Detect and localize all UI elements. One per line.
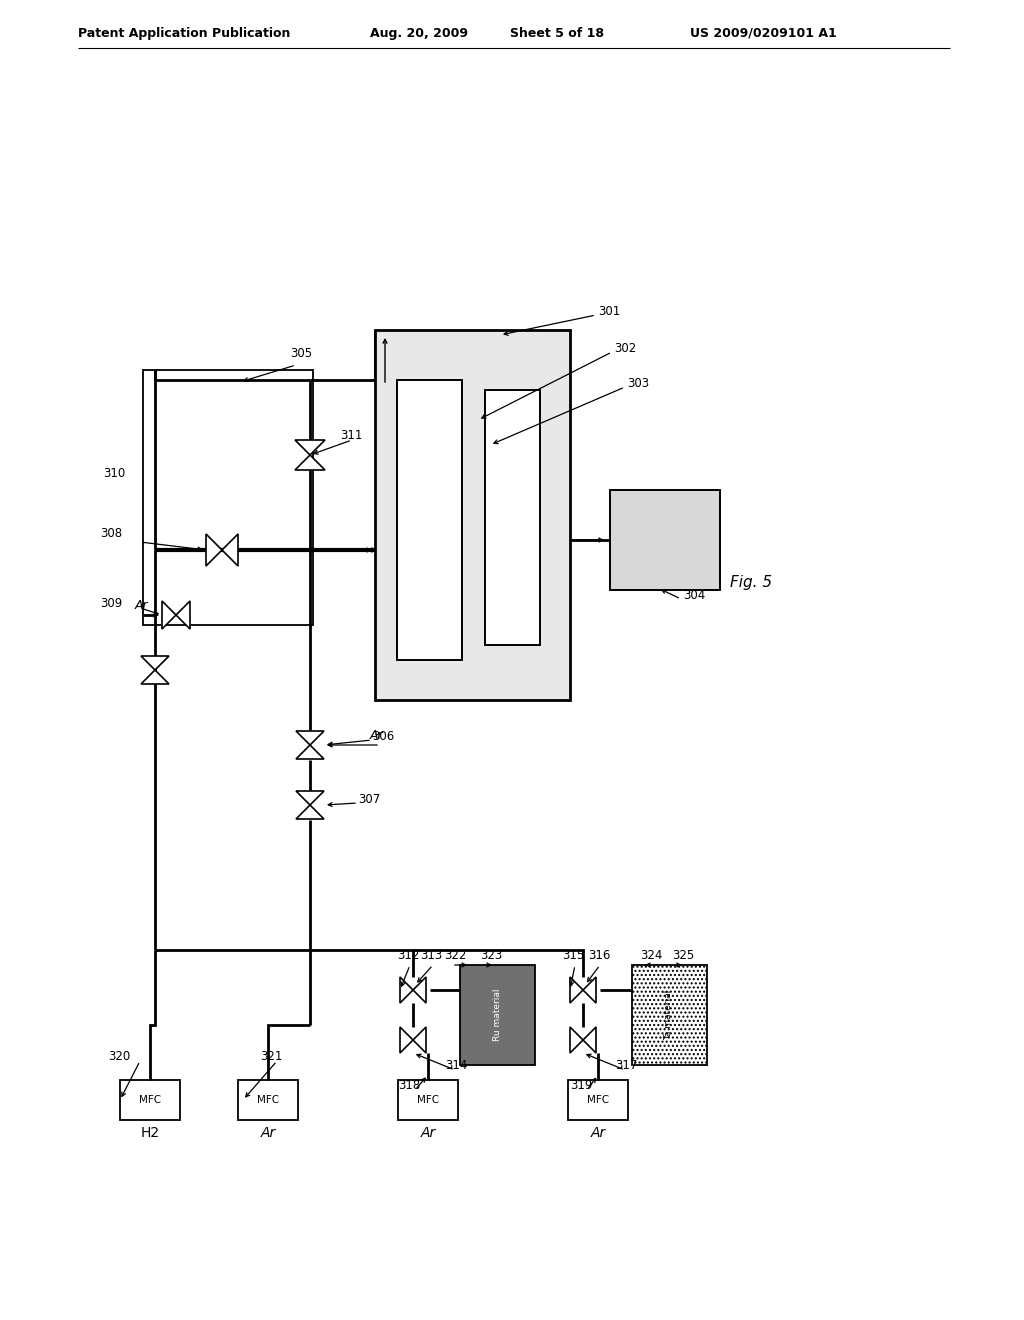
- Polygon shape: [222, 535, 238, 566]
- Text: 325: 325: [672, 949, 694, 962]
- Polygon shape: [296, 731, 324, 744]
- Bar: [632, 965, 707, 1065]
- Bar: [397, 380, 462, 660]
- Polygon shape: [570, 1027, 583, 1053]
- Text: 312: 312: [397, 949, 420, 962]
- Polygon shape: [162, 601, 176, 630]
- Polygon shape: [206, 535, 222, 566]
- Text: Patent Application Publication: Patent Application Publication: [78, 26, 291, 40]
- Polygon shape: [583, 1027, 596, 1053]
- Bar: [238, 1080, 298, 1119]
- Text: 314: 314: [445, 1059, 467, 1072]
- Polygon shape: [570, 977, 583, 1003]
- Text: Ru material: Ru material: [493, 989, 502, 1041]
- Polygon shape: [295, 440, 325, 455]
- Text: Sheet 5 of 18: Sheet 5 of 18: [510, 26, 604, 40]
- Bar: [120, 1080, 180, 1119]
- Text: 315: 315: [562, 949, 585, 962]
- Text: 324: 324: [640, 949, 663, 962]
- Text: 303: 303: [627, 378, 649, 389]
- Text: 310: 310: [103, 467, 125, 480]
- Bar: [375, 330, 570, 700]
- Text: 323: 323: [480, 949, 502, 962]
- Text: 313: 313: [420, 949, 442, 962]
- Bar: [143, 370, 313, 624]
- Text: Ar: Ar: [260, 1126, 275, 1140]
- Polygon shape: [176, 601, 190, 630]
- Text: Aug. 20, 2009: Aug. 20, 2009: [370, 26, 468, 40]
- Polygon shape: [295, 455, 325, 470]
- Bar: [460, 965, 535, 1065]
- Text: 308: 308: [100, 527, 122, 540]
- Text: 307: 307: [358, 793, 380, 807]
- Polygon shape: [413, 1027, 426, 1053]
- Polygon shape: [141, 656, 169, 671]
- Text: Ar: Ar: [370, 729, 384, 742]
- Text: 318: 318: [398, 1078, 420, 1092]
- Text: 306: 306: [372, 730, 394, 743]
- Text: Ta material: Ta material: [665, 990, 674, 1040]
- Text: 301: 301: [598, 305, 621, 318]
- Polygon shape: [296, 791, 324, 805]
- Text: 321: 321: [260, 1049, 283, 1063]
- Text: 309: 309: [100, 597, 122, 610]
- Polygon shape: [583, 977, 596, 1003]
- Polygon shape: [296, 744, 324, 759]
- Polygon shape: [413, 977, 426, 1003]
- Text: Ar: Ar: [591, 1126, 605, 1140]
- Text: 317: 317: [615, 1059, 637, 1072]
- Text: 320: 320: [108, 1049, 130, 1063]
- Text: MFC: MFC: [257, 1096, 280, 1105]
- Polygon shape: [400, 977, 413, 1003]
- Text: 302: 302: [614, 342, 636, 355]
- Text: 311: 311: [340, 429, 362, 442]
- Text: MFC: MFC: [587, 1096, 609, 1105]
- Bar: [398, 1080, 458, 1119]
- Text: 304: 304: [683, 589, 706, 602]
- Text: Fig. 5: Fig. 5: [730, 576, 772, 590]
- Text: 322: 322: [444, 949, 466, 962]
- Text: Ar: Ar: [134, 599, 148, 612]
- Bar: [568, 1080, 628, 1119]
- Text: US 2009/0209101 A1: US 2009/0209101 A1: [690, 26, 837, 40]
- Text: 305: 305: [290, 347, 312, 360]
- Text: H2: H2: [140, 1126, 160, 1140]
- Text: Ar: Ar: [421, 1126, 435, 1140]
- Bar: [610, 490, 720, 590]
- Text: 319: 319: [570, 1078, 592, 1092]
- Text: MFC: MFC: [139, 1096, 161, 1105]
- Bar: [485, 389, 540, 645]
- Polygon shape: [141, 671, 169, 684]
- Polygon shape: [296, 805, 324, 818]
- Text: MFC: MFC: [417, 1096, 439, 1105]
- Polygon shape: [400, 1027, 413, 1053]
- Text: 316: 316: [588, 949, 610, 962]
